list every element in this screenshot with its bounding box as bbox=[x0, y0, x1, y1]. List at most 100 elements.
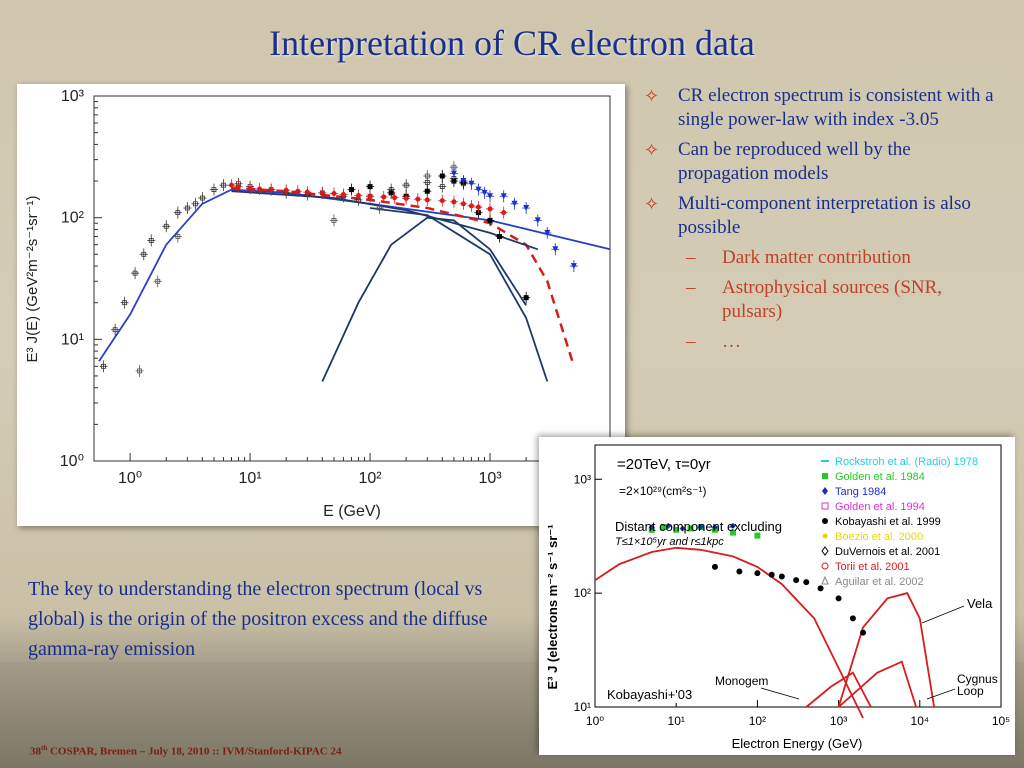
point-kobayashi-et-al-1999 bbox=[736, 568, 743, 575]
point-open-crosses bbox=[139, 248, 148, 261]
y-tick-label: 10³ bbox=[574, 472, 591, 486]
chart-panel-1: 10⁰10¹10²10³10⁴10⁰10¹10²10³ E (GeV) E³ J… bbox=[17, 84, 625, 526]
dash-marker: – bbox=[686, 277, 696, 298]
legend-label: Boezio et al. 2000 bbox=[835, 531, 923, 543]
point-open-crosses bbox=[131, 267, 140, 280]
annotation-line-1: Distant component excluding bbox=[615, 519, 782, 534]
plot-frame bbox=[594, 444, 1002, 708]
point-black-squares bbox=[495, 230, 504, 243]
point-blue-triangles bbox=[522, 202, 531, 215]
point-kobayashi-et-al-1999 bbox=[768, 571, 775, 578]
loop-label: Loop bbox=[957, 684, 984, 698]
point-red-filled bbox=[339, 188, 348, 201]
point-red-filled bbox=[449, 195, 458, 208]
series-vela bbox=[837, 592, 935, 708]
point-blue-triangles bbox=[480, 186, 489, 199]
point-blue-triangles bbox=[551, 243, 560, 256]
point-kobayashi-et-al-1999 bbox=[817, 585, 824, 592]
vela-pointer bbox=[921, 605, 965, 624]
bullet-item: ✧ Multi-component interpretation is also … bbox=[640, 192, 1000, 240]
y-tick-label: 10¹ bbox=[61, 331, 84, 348]
sub-bullet-item: –… bbox=[640, 330, 1000, 354]
bullet-marker-icon: ✧ bbox=[644, 86, 660, 106]
point-kobayashi-et-al-1999 bbox=[793, 577, 800, 584]
point-red-filled bbox=[413, 193, 422, 206]
point-kobayashi-et-al-1999 bbox=[711, 563, 718, 570]
params-line-2: =2×10²⁹(cm²s⁻¹) bbox=[619, 484, 707, 498]
point-golden-et-al-1984 bbox=[660, 524, 667, 531]
plot-frame bbox=[93, 95, 611, 462]
point-red-filled bbox=[423, 193, 432, 206]
sub-bullet-text: Astrophysical sources (SNR, pulsars) bbox=[722, 277, 943, 322]
point-red-filled bbox=[438, 194, 447, 207]
y-axis-label: E³ J(E) (GeV²m⁻²s⁻¹sr⁻¹) bbox=[24, 195, 41, 362]
point-blue-triangles bbox=[510, 197, 519, 210]
series-blue-solid bbox=[98, 188, 611, 362]
vela-label: Vela bbox=[967, 596, 993, 611]
bullet-text: Can be reproduced well by the propagatio… bbox=[678, 139, 911, 184]
point-tang-1984 bbox=[648, 524, 655, 531]
point-red-filled bbox=[379, 190, 388, 203]
dash-marker: – bbox=[686, 331, 696, 352]
bullet-list: ✧ CR electron spectrum is consistent with… bbox=[640, 84, 1000, 360]
point-red-filled bbox=[246, 182, 255, 195]
x-tick-label: 10⁴ bbox=[911, 714, 930, 728]
point-golden-et-al-1984 bbox=[687, 525, 694, 532]
point-kobayashi-et-al-1999 bbox=[803, 579, 810, 586]
point-open-crosses bbox=[111, 323, 120, 336]
bullet-marker-icon: ✧ bbox=[644, 140, 660, 160]
point-red-filled bbox=[390, 191, 399, 204]
point-red-filled bbox=[303, 186, 312, 199]
legend-entry: Rockstroh et al. (Radio) 1978 bbox=[821, 456, 978, 468]
point-red-filled bbox=[486, 202, 495, 215]
point-red-filled bbox=[282, 184, 291, 197]
chart-panel-2: 10⁰ 10¹ 10² 10³ 10⁴ 10⁵ 10¹ 10² 10³ =20TeV, τ=0y… bbox=[539, 437, 1015, 755]
series-monogem bbox=[805, 671, 872, 708]
sub-bullet-item: – Dark matter contribution bbox=[640, 246, 1000, 270]
legend-entry: Boezio et al. 2000 bbox=[822, 531, 923, 543]
point-blue-triangles bbox=[449, 167, 458, 180]
point-open-crosses bbox=[162, 220, 171, 233]
point-kobayashi-et-al-1999 bbox=[835, 595, 842, 602]
footer: 38th COSPAR, Bremen – July 18, 2010 :: I… bbox=[30, 744, 341, 758]
point-golden-et-al-1984 bbox=[673, 526, 680, 533]
series-navy-decl bbox=[231, 190, 539, 251]
point-open-crosses bbox=[120, 296, 129, 309]
point-blue-triangles bbox=[467, 177, 476, 190]
y-tick-label: 10³ bbox=[61, 88, 85, 105]
y-tick-label: 10¹ bbox=[574, 700, 591, 714]
point-tang-1984 bbox=[697, 524, 704, 531]
legend-label: Golden et al. 1984 bbox=[835, 471, 925, 483]
point-kobayashi-et-al-1999 bbox=[754, 570, 761, 577]
bullet-text: Multi-component interpretation is also p… bbox=[678, 193, 971, 238]
series-navy-arc-2 bbox=[369, 207, 549, 382]
x-axis-label: Electron Energy (GeV) bbox=[732, 736, 863, 751]
series-distant-component bbox=[594, 546, 864, 719]
point-black-squares bbox=[438, 170, 447, 183]
bullet-text: CR electron spectrum is consistent with … bbox=[678, 85, 994, 130]
sub-bullet-text: Dark matter contribution bbox=[722, 247, 911, 268]
point-red-filled bbox=[255, 183, 264, 196]
legend-entry: Aguilar et al. 2002 bbox=[821, 575, 924, 588]
legend-entry: DuVernois et al. 2001 bbox=[821, 546, 940, 558]
x-tick-label: 10⁰ bbox=[118, 470, 142, 487]
point-open-crosses bbox=[191, 197, 200, 210]
x-tick-label: 10³ bbox=[478, 470, 502, 487]
legend-label: Tang 1984 bbox=[835, 486, 886, 498]
point-red-filled bbox=[354, 189, 363, 202]
legend-label: Torii et al. 2001 bbox=[835, 561, 910, 573]
point-red-filled bbox=[366, 190, 375, 203]
series-navy-arc-1 bbox=[321, 216, 527, 382]
series-red-dashed bbox=[231, 186, 576, 367]
x-axis-label: E (GeV) bbox=[323, 503, 381, 520]
point-blue-triangles bbox=[543, 226, 552, 239]
point-golden-et-al-1984 bbox=[729, 529, 736, 536]
point-tang-1984 bbox=[711, 524, 718, 531]
legend-entry: Kobayashi et al. 1999 bbox=[822, 516, 941, 528]
point-open-crosses bbox=[438, 180, 447, 193]
cygnus-pointer bbox=[926, 688, 956, 700]
point-red-filled bbox=[318, 186, 327, 199]
point-red-filled bbox=[293, 185, 302, 198]
point-open-crosses bbox=[99, 360, 108, 373]
credit-box bbox=[605, 685, 723, 703]
